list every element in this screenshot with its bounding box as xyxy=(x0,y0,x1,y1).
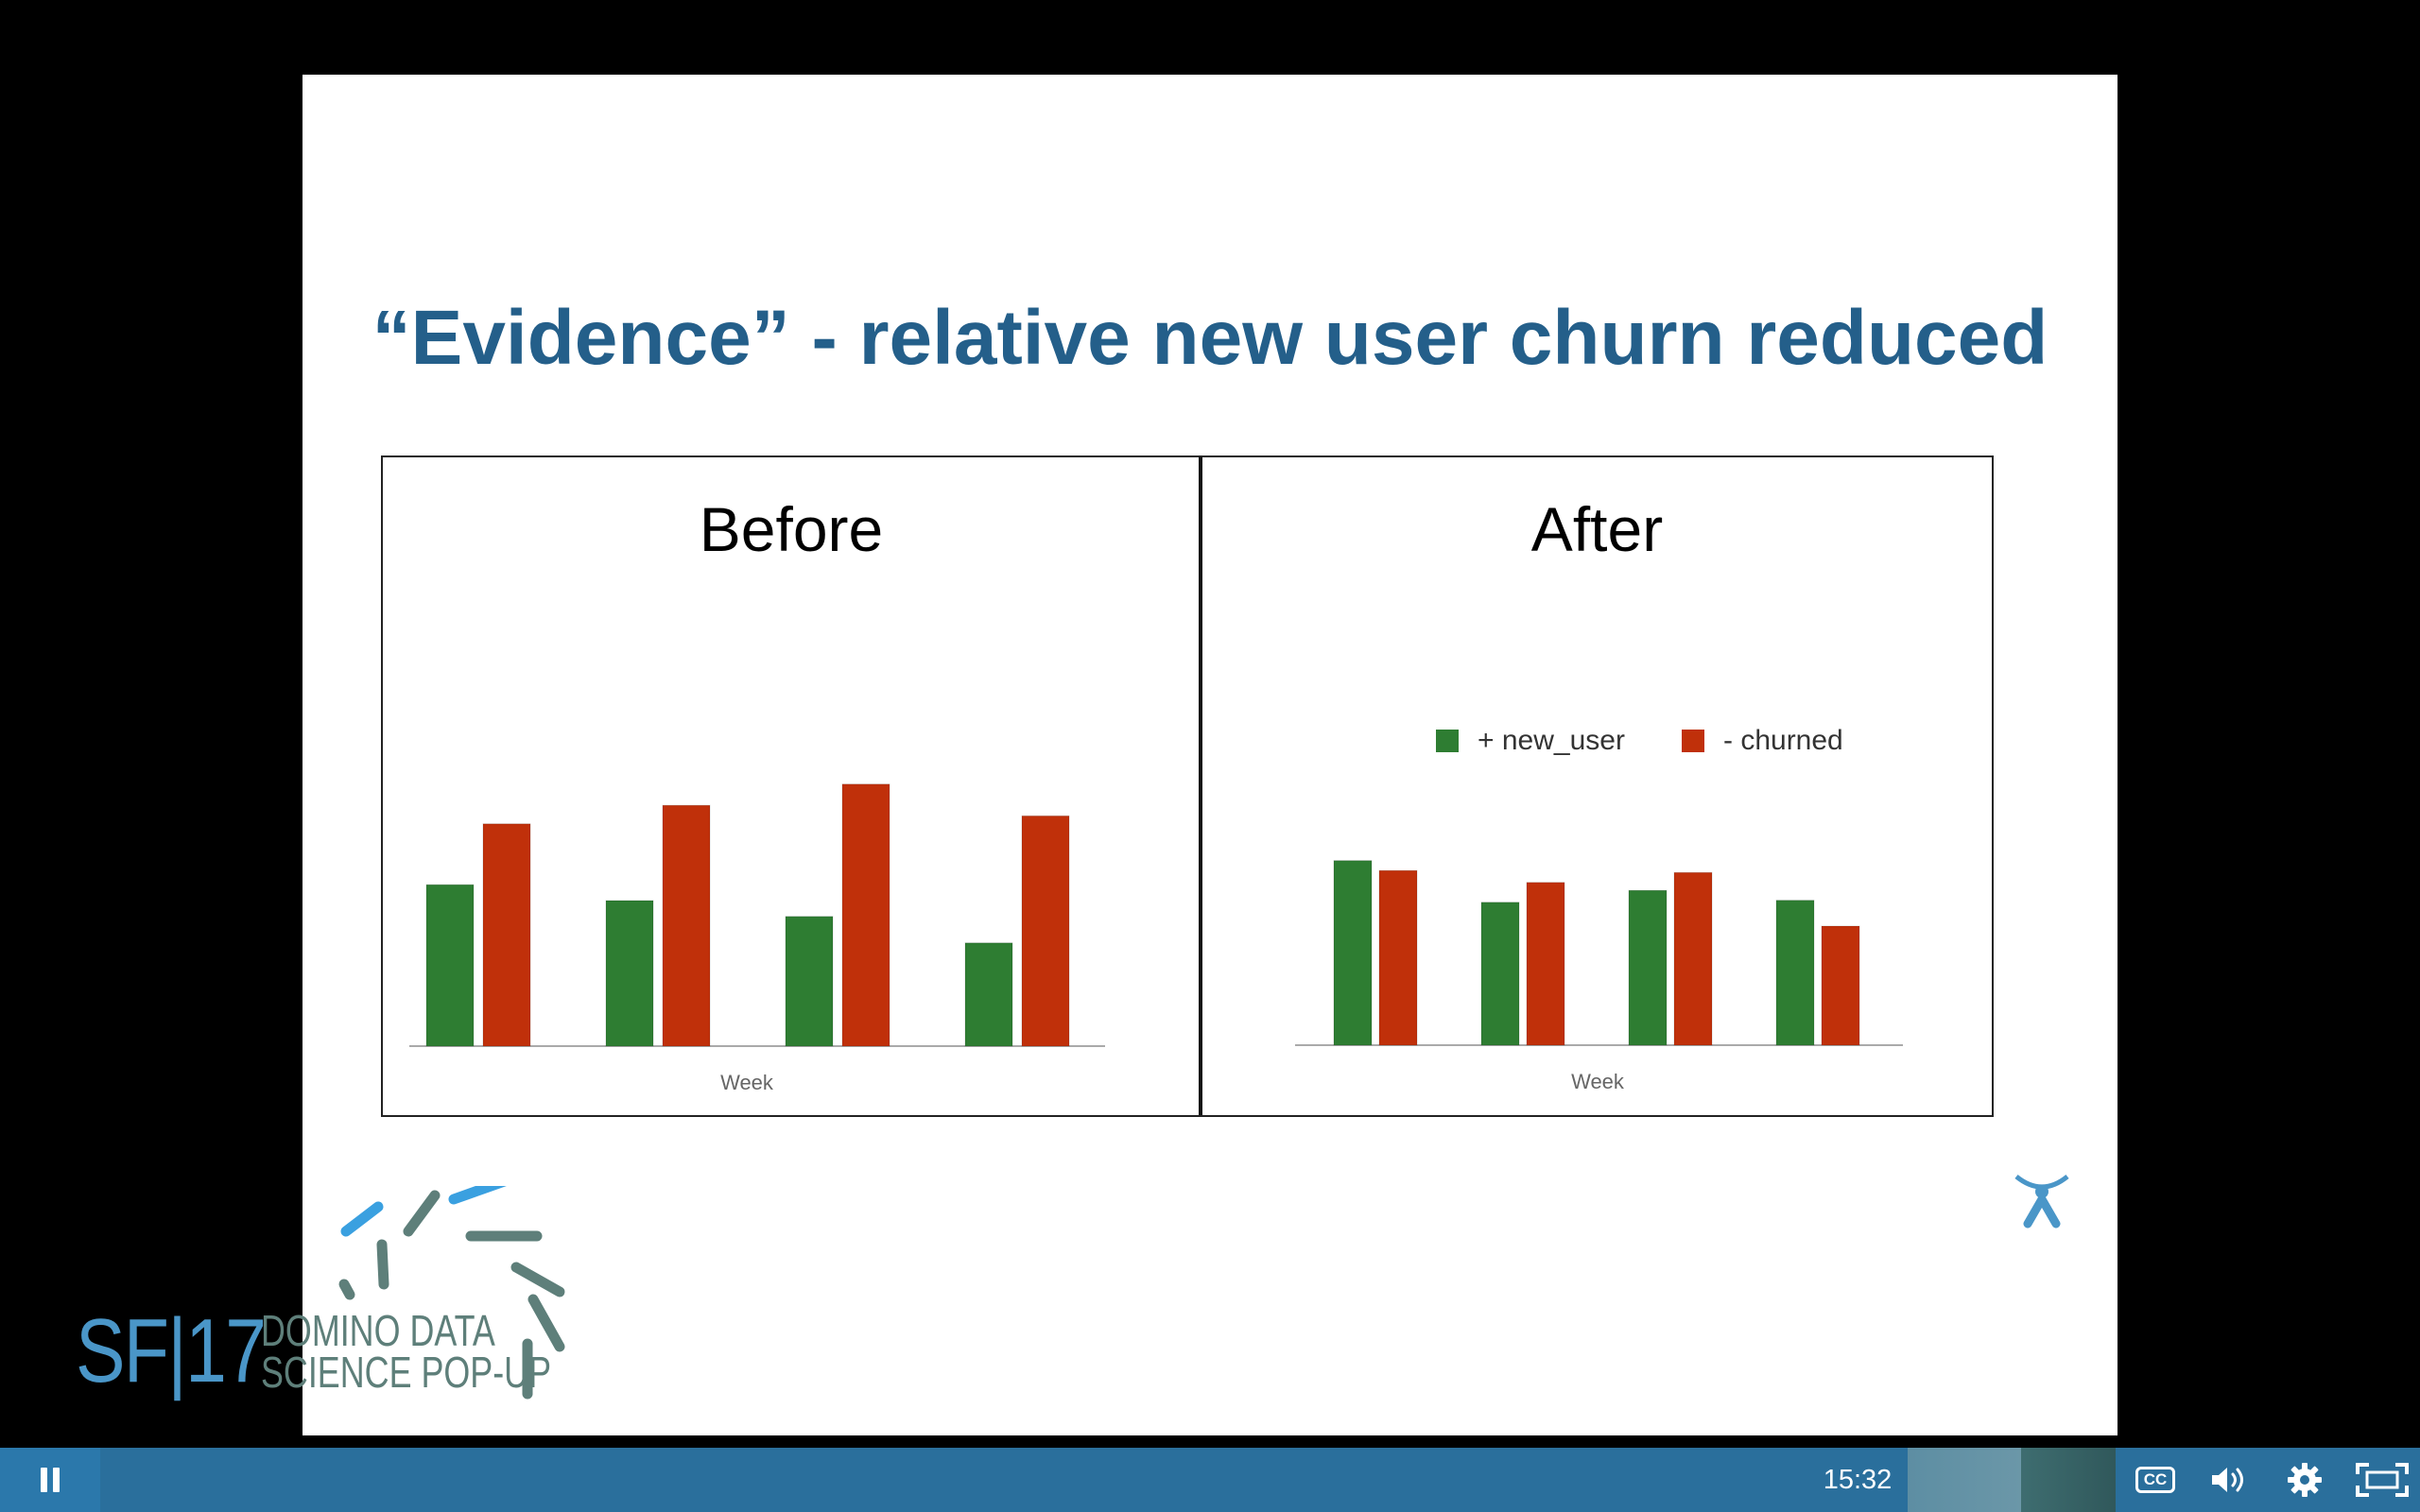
logo-line-1: DOMINO DATA xyxy=(261,1306,495,1355)
bar-churned-0 xyxy=(1378,869,1418,1046)
chart-frame: Before Week After Week + new_user - churne… xyxy=(381,455,1994,1117)
event-logo: SF|17 DOMINO DATA SCIENCE POP-UP xyxy=(76,1186,605,1413)
preview-thumbnail-2 xyxy=(2021,1448,2116,1512)
preview-thumbnail xyxy=(1908,1448,2021,1512)
x-axis-label: Week xyxy=(720,1071,774,1094)
bar-new_user-3 xyxy=(964,942,1013,1047)
bar-churned-3 xyxy=(1021,815,1070,1047)
x-axis-label: Week xyxy=(1571,1070,1625,1093)
chart-after: After Week + new_user - churned xyxy=(1202,457,1992,1115)
volume-icon xyxy=(2212,1468,2243,1492)
panel-divider xyxy=(1199,457,1202,1115)
chart-after-title: After xyxy=(1530,494,1664,564)
pause-button[interactable] xyxy=(0,1448,100,1512)
volume-button[interactable] xyxy=(2191,1448,2267,1512)
bar-churned-2 xyxy=(841,783,890,1047)
legend-swatch-1 xyxy=(1682,730,1704,752)
bar-new_user-2 xyxy=(1628,889,1668,1046)
logo-text: DOMINO DATA SCIENCE POP-UP xyxy=(261,1306,552,1397)
bar-churned-2 xyxy=(1673,871,1713,1046)
chart-before-title: Before xyxy=(699,494,884,564)
control-bar: 15:32 CC xyxy=(0,1448,2420,1512)
bar-new_user-2 xyxy=(785,916,834,1047)
cc-icon: CC xyxy=(2135,1467,2175,1493)
bar-churned-1 xyxy=(1526,882,1565,1046)
slide-title: “Evidence” - relative new user churn red… xyxy=(372,295,2048,381)
chart-after-plot: Week + new_user - churned xyxy=(1295,725,1903,1093)
bar-churned-3 xyxy=(1821,925,1860,1046)
bar-new_user-3 xyxy=(1775,900,1815,1046)
chart-before: Before Week xyxy=(383,457,1200,1115)
settings-button[interactable] xyxy=(2267,1448,2342,1512)
bar-new_user-0 xyxy=(425,884,475,1047)
bar-churned-1 xyxy=(662,804,711,1047)
gear-icon xyxy=(2288,1463,2322,1497)
slide: “Evidence” - relative new user churn red… xyxy=(302,75,2118,1435)
time-display: 15:32 xyxy=(1823,1465,1893,1495)
legend-label-1: - churned xyxy=(1723,725,1843,756)
atlassian-logo-icon xyxy=(2009,1169,2075,1240)
progress-bar[interactable] xyxy=(100,1448,2116,1512)
dashes-logo-icon xyxy=(338,1186,565,1400)
pause-icon xyxy=(38,1468,62,1492)
bar-new_user-1 xyxy=(1480,902,1520,1046)
fullscreen-icon xyxy=(2356,1463,2409,1497)
legend-label-0: + new_user xyxy=(1478,725,1625,756)
captions-button[interactable]: CC xyxy=(2118,1448,2193,1512)
chart-before-plot: Week xyxy=(409,783,1105,1094)
logo-sf17: SF|17 xyxy=(76,1300,267,1401)
legend-swatch-0 xyxy=(1436,730,1459,752)
fullscreen-button[interactable] xyxy=(2344,1448,2420,1512)
bar-new_user-1 xyxy=(605,900,654,1047)
logo-line-2: SCIENCE POP-UP xyxy=(261,1348,552,1397)
bar-churned-0 xyxy=(482,823,531,1047)
bar-new_user-0 xyxy=(1333,860,1373,1046)
